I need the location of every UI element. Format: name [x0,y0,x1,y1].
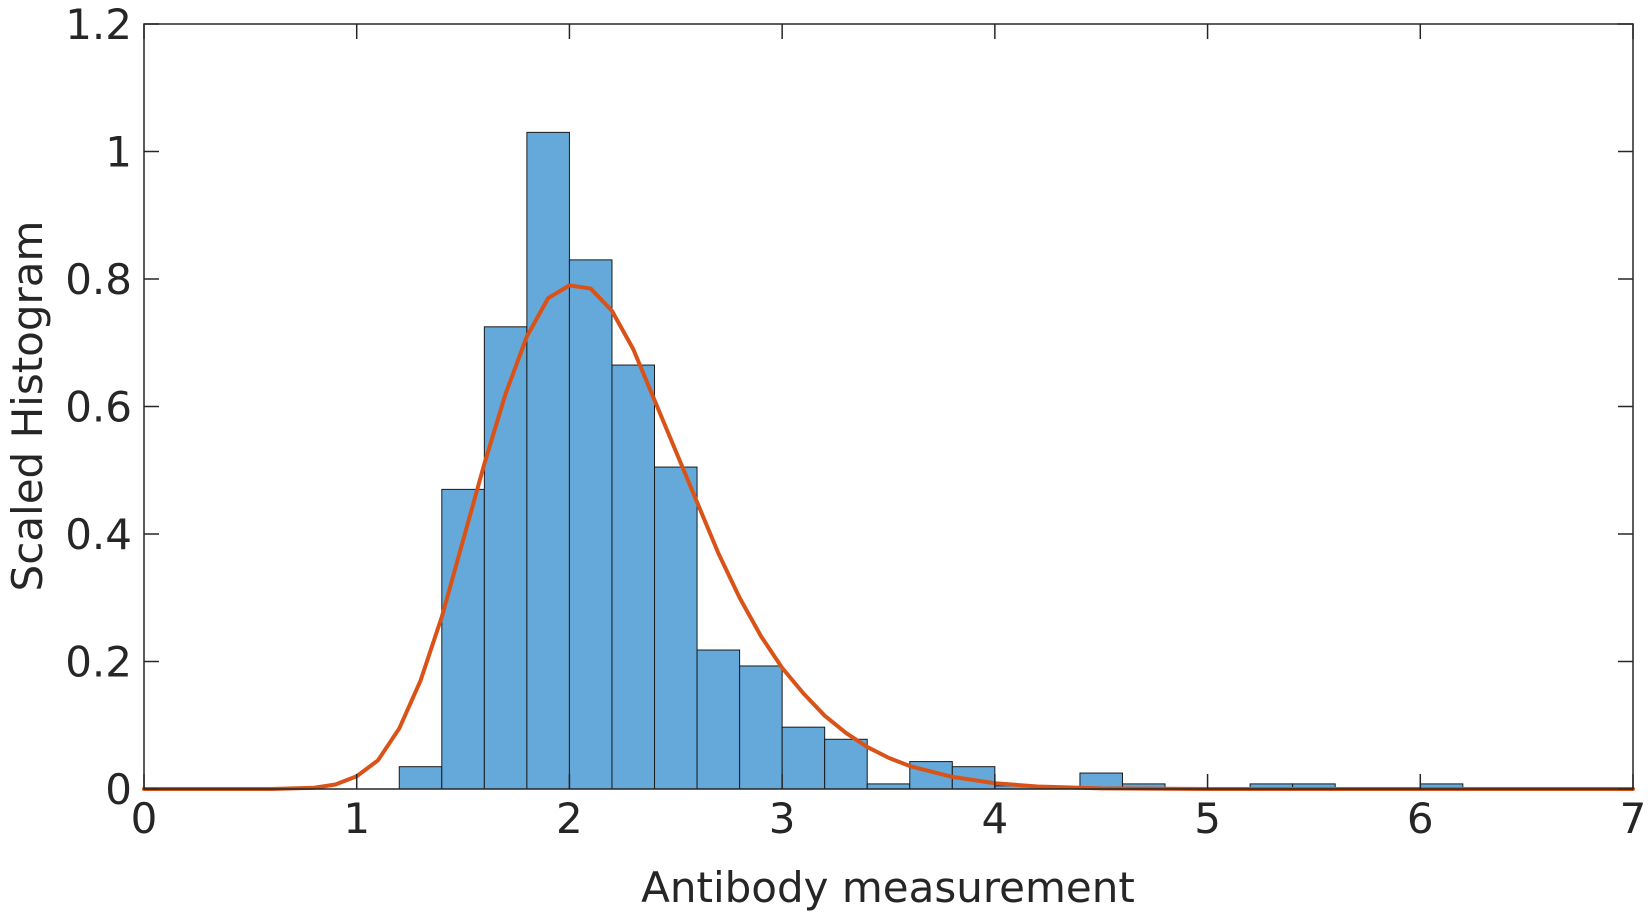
histogram-bar [866,783,911,790]
x-tick-label: 6 [1407,794,1434,843]
y-tick-label: 0 [105,765,132,814]
x-tick-label: 0 [131,794,158,843]
x-tick-label: 3 [769,794,796,843]
histogram-bar [739,665,783,790]
y-tick-label: 1 [105,128,132,177]
x-tick-label: 2 [556,794,583,843]
y-tick-label: 0.8 [65,255,132,304]
y-tick-label: 0.4 [65,510,132,559]
plot-area [144,24,1633,789]
histogram-bar [781,726,826,790]
histogram-bar [654,466,698,790]
histogram-bar [824,738,868,790]
histogram-bar [526,131,570,790]
histogram-bar [696,649,741,790]
x-tick-label: 1 [343,794,370,843]
histogram-bar [611,364,656,790]
y-tick-label: 0.6 [65,383,132,432]
y-tick-label: 1.2 [65,0,132,49]
x-tick-label: 5 [1194,794,1221,843]
histogram-bar [483,326,528,790]
fit-curve [142,283,1635,791]
x-tick-label: 7 [1620,794,1647,843]
x-tick-label: 4 [981,794,1008,843]
histogram-bar [398,766,443,790]
x-axis-label: Antibody measurement [641,863,1135,912]
y-axis-label: Scaled Histogram [3,221,52,592]
y-tick-label: 0.2 [65,638,132,687]
histogram-bar [568,259,613,790]
